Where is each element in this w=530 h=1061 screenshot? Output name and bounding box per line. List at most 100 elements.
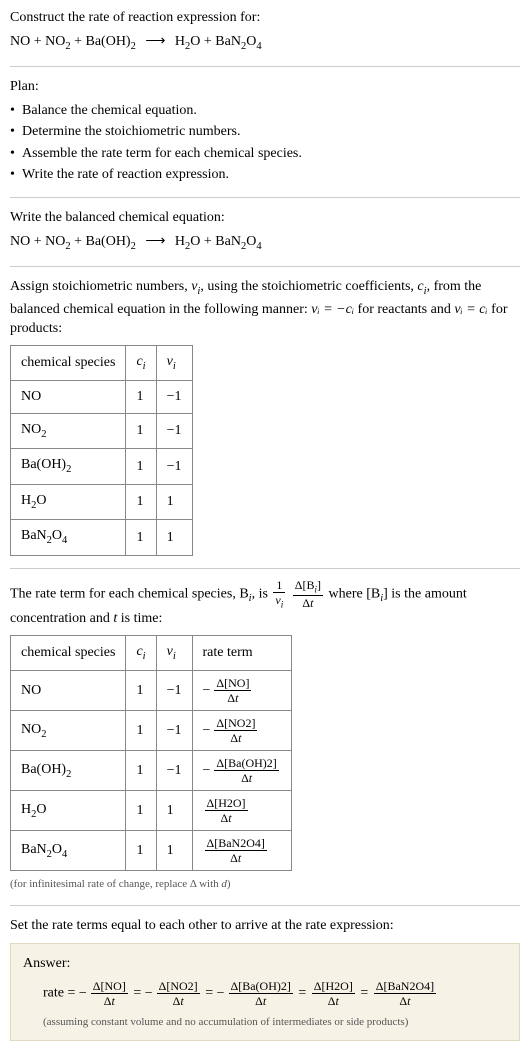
- cell-c: 1: [126, 671, 156, 711]
- text: , is: [252, 586, 272, 601]
- equation-products: H2O + BaN2O4: [175, 34, 262, 49]
- col-species: chemical species: [11, 635, 126, 670]
- text: , using the stoichiometric coefficients,: [200, 279, 417, 294]
- cell-species: NO: [11, 671, 126, 711]
- table-row: NO21−1: [11, 413, 193, 448]
- frac-num: 1: [273, 579, 285, 593]
- balanced-products: H2O + BaN2O4: [175, 234, 262, 249]
- col-species: chemical species: [11, 345, 126, 380]
- text: is time:: [117, 611, 162, 626]
- cell-species: Ba(OH)2: [11, 751, 126, 791]
- frac-num: Δ[Bi]: [293, 579, 323, 596]
- balanced-section: Write the balanced chemical equation: NO…: [10, 208, 520, 254]
- text: for reactants and: [354, 302, 454, 317]
- col-c: ci: [126, 635, 156, 670]
- cell-rateterm: Δ[BaN2O4]Δt: [192, 831, 291, 871]
- frac-dBi-dt: Δ[Bi]Δt: [293, 579, 323, 609]
- plan-section: Plan: •Balance the chemical equation. •D…: [10, 77, 520, 185]
- cell-species: NO2: [11, 413, 126, 448]
- cell-nu: 1: [156, 831, 192, 871]
- cell-nu: −1: [156, 711, 192, 751]
- equation-reactants: NO + NO2 + Ba(OH)2: [10, 34, 136, 49]
- table-row: Ba(OH)2 1 −1 −Δ[Ba(OH)2]Δt: [11, 751, 292, 791]
- cell-nu: −1: [156, 751, 192, 791]
- plan-item: •Assemble the rate term for each chemica…: [10, 144, 520, 164]
- balanced-equation: NO + NO2 + Ba(OH)2 ⟶ H2O + BaN2O4: [10, 232, 520, 254]
- cell-c: 1: [126, 413, 156, 448]
- text: Assign stoichiometric numbers,: [10, 279, 191, 294]
- rate-prefix: rate =: [43, 986, 79, 1001]
- table-header-row: chemical species ci νi: [11, 345, 193, 380]
- unbalanced-equation: NO + NO2 + Ba(OH)2 ⟶ H2O + BaN2O4: [10, 32, 520, 54]
- cell-nu: −1: [156, 413, 192, 448]
- frac-one-over-nu: 1νi: [273, 579, 285, 609]
- frac-den: Δt: [293, 596, 323, 609]
- answer-box: Answer: rate = −Δ[NO]Δt = −Δ[NO2]Δt = −Δ…: [10, 943, 520, 1041]
- rel-prod: νᵢ = cᵢ: [454, 302, 487, 317]
- cell-nu: 1: [156, 791, 192, 831]
- balanced-reactants: NO + NO2 + Ba(OH)2: [10, 234, 136, 249]
- stoich-intro: Assign stoichiometric numbers, νi, using…: [10, 277, 520, 339]
- answer-note: (assuming constant volume and no accumul…: [43, 1015, 507, 1030]
- table-row: H2O11: [11, 484, 193, 519]
- balanced-title: Write the balanced chemical equation:: [10, 208, 520, 228]
- separator: [10, 568, 520, 569]
- cell-c: 1: [126, 831, 156, 871]
- cell-species: NO2: [11, 711, 126, 751]
- table-row: BaN2O4 1 1 Δ[BaN2O4]Δt: [11, 831, 292, 871]
- cell-c: 1: [126, 751, 156, 791]
- rateterm-intro: The rate term for each chemical species,…: [10, 579, 520, 629]
- prompt-text: Construct the rate of reaction expressio…: [10, 8, 520, 28]
- plan-item-text: Determine the stoichiometric numbers.: [22, 124, 241, 139]
- table-row: Ba(OH)21−1: [11, 449, 193, 484]
- table-header-row: chemical species ci νi rate term: [11, 635, 292, 670]
- cell-species: H2O: [11, 791, 126, 831]
- rate-term: Δ[NO2]Δt: [157, 980, 200, 1007]
- table-row: H2O 1 1 Δ[H2O]Δt: [11, 791, 292, 831]
- rateterm-table: chemical species ci νi rate term NO 1 −1…: [10, 635, 292, 871]
- final-intro: Set the rate terms equal to each other t…: [10, 916, 520, 936]
- col-nu: νi: [156, 345, 192, 380]
- reaction-arrow: ⟶: [139, 234, 171, 249]
- stoich-section: Assign stoichiometric numbers, νi , using…: [10, 277, 520, 556]
- col-rateterm: rate term: [192, 635, 291, 670]
- plan-title: Plan:: [10, 77, 520, 97]
- cell-c: 1: [126, 791, 156, 831]
- cell-nu: 1: [156, 520, 192, 555]
- table-row: NO1−1: [11, 381, 193, 414]
- frac-den: νi: [273, 593, 285, 609]
- cell-species: NO: [11, 381, 126, 414]
- rel-react: νᵢ = −cᵢ: [311, 302, 354, 317]
- separator: [10, 197, 520, 198]
- answer-label: Answer:: [23, 954, 507, 974]
- cell-c: 1: [126, 520, 156, 555]
- rate-term: Δ[H2O]Δt: [312, 980, 355, 1007]
- rateterm-section: The rate term for each chemical species,…: [10, 579, 520, 893]
- prompt-section: Construct the rate of reaction expressio…: [10, 8, 520, 54]
- cell-nu: −1: [156, 449, 192, 484]
- col-nu: νi: [156, 635, 192, 670]
- plan-item: •Balance the chemical equation.: [10, 101, 520, 121]
- col-c: ci: [126, 345, 156, 380]
- cell-species: Ba(OH)2: [11, 449, 126, 484]
- rate-term: Δ[Ba(OH)2]Δt: [229, 980, 293, 1007]
- separator: [10, 266, 520, 267]
- plan-item: •Determine the stoichiometric numbers.: [10, 122, 520, 142]
- cell-nu: −1: [156, 671, 192, 711]
- stoich-table: chemical species ci νi NO1−1 NO21−1 Ba(O…: [10, 345, 193, 556]
- text: where [B: [329, 586, 381, 601]
- plan-item-text: Write the rate of reaction expression.: [22, 167, 229, 182]
- cell-species: H2O: [11, 484, 126, 519]
- plan-list: •Balance the chemical equation. •Determi…: [10, 101, 520, 185]
- cell-nu: 1: [156, 484, 192, 519]
- plan-item-text: Assemble the rate term for each chemical…: [22, 146, 302, 161]
- text: The rate term for each chemical species,…: [10, 586, 249, 601]
- cell-rateterm: −Δ[NO2]Δt: [192, 711, 291, 751]
- cell-rateterm: −Δ[NO]Δt: [192, 671, 291, 711]
- cell-species: BaN2O4: [11, 520, 126, 555]
- cell-c: 1: [126, 449, 156, 484]
- plan-item: •Write the rate of reaction expression.: [10, 165, 520, 185]
- table-row: NO2 1 −1 −Δ[NO2]Δt: [11, 711, 292, 751]
- plan-item-text: Balance the chemical equation.: [22, 103, 197, 118]
- cell-species: BaN2O4: [11, 831, 126, 871]
